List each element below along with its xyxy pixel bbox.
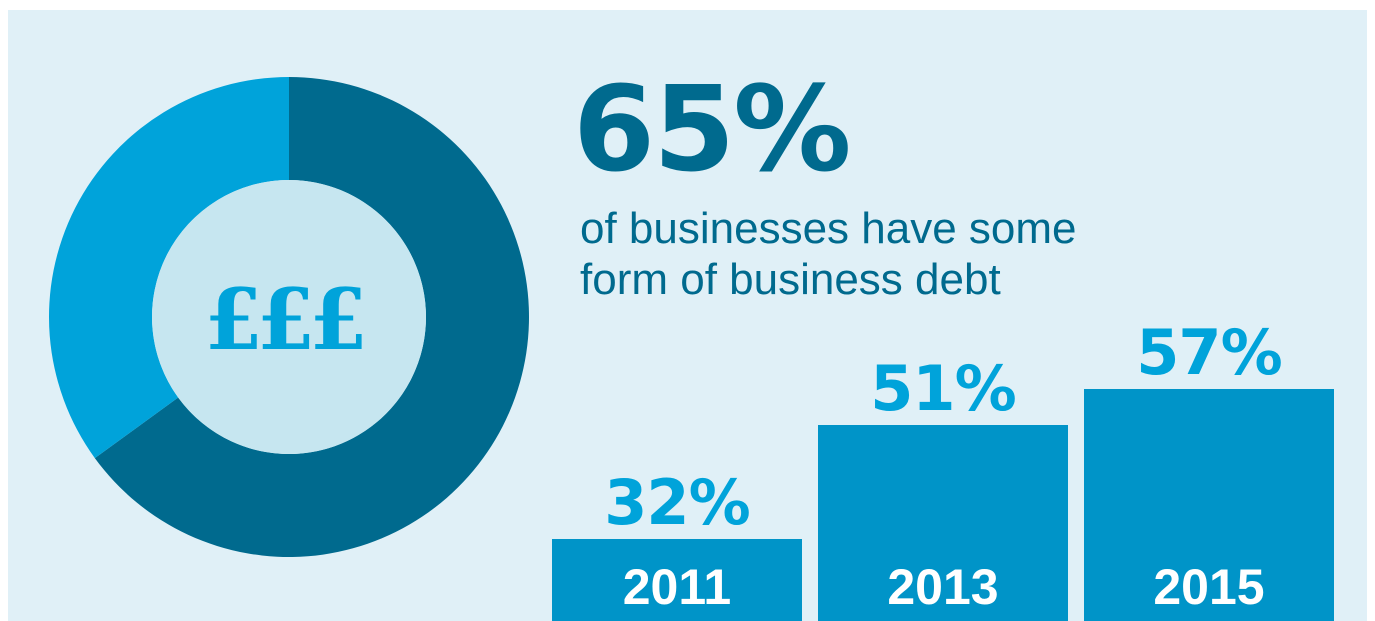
- headline-description: of businesses have some form of business…: [580, 203, 1220, 305]
- chart-canvas: £££ 2011 32% 2013 51% 2015 57%: [48, 77, 1334, 621]
- donut-slice-1: [94, 77, 529, 557]
- infographic-panel: £££ 2011 32% 2013 51% 2015 57% 65% of business…: [8, 10, 1367, 621]
- bar-value-label: 51%: [870, 352, 1015, 425]
- donut-slice-2: [48, 77, 289, 459]
- bar-2015: [1084, 389, 1334, 621]
- headline-percentage: 65%: [573, 60, 851, 198]
- bar-category-label: 2015: [1153, 559, 1264, 615]
- bar-2013: [818, 425, 1068, 621]
- bar-value-label: 32%: [604, 466, 749, 539]
- bar-category-label: 2013: [887, 559, 998, 615]
- donut-center: [152, 180, 426, 454]
- headline-description-line-1: of businesses have some: [580, 204, 1077, 253]
- bar-value-label: 57%: [1136, 316, 1281, 389]
- bar-category-label: 2011: [623, 559, 731, 615]
- pound-sign-icon: £££: [204, 270, 362, 369]
- bar-2011: [552, 539, 802, 621]
- headline-description-line-2: form of business debt: [580, 255, 1001, 304]
